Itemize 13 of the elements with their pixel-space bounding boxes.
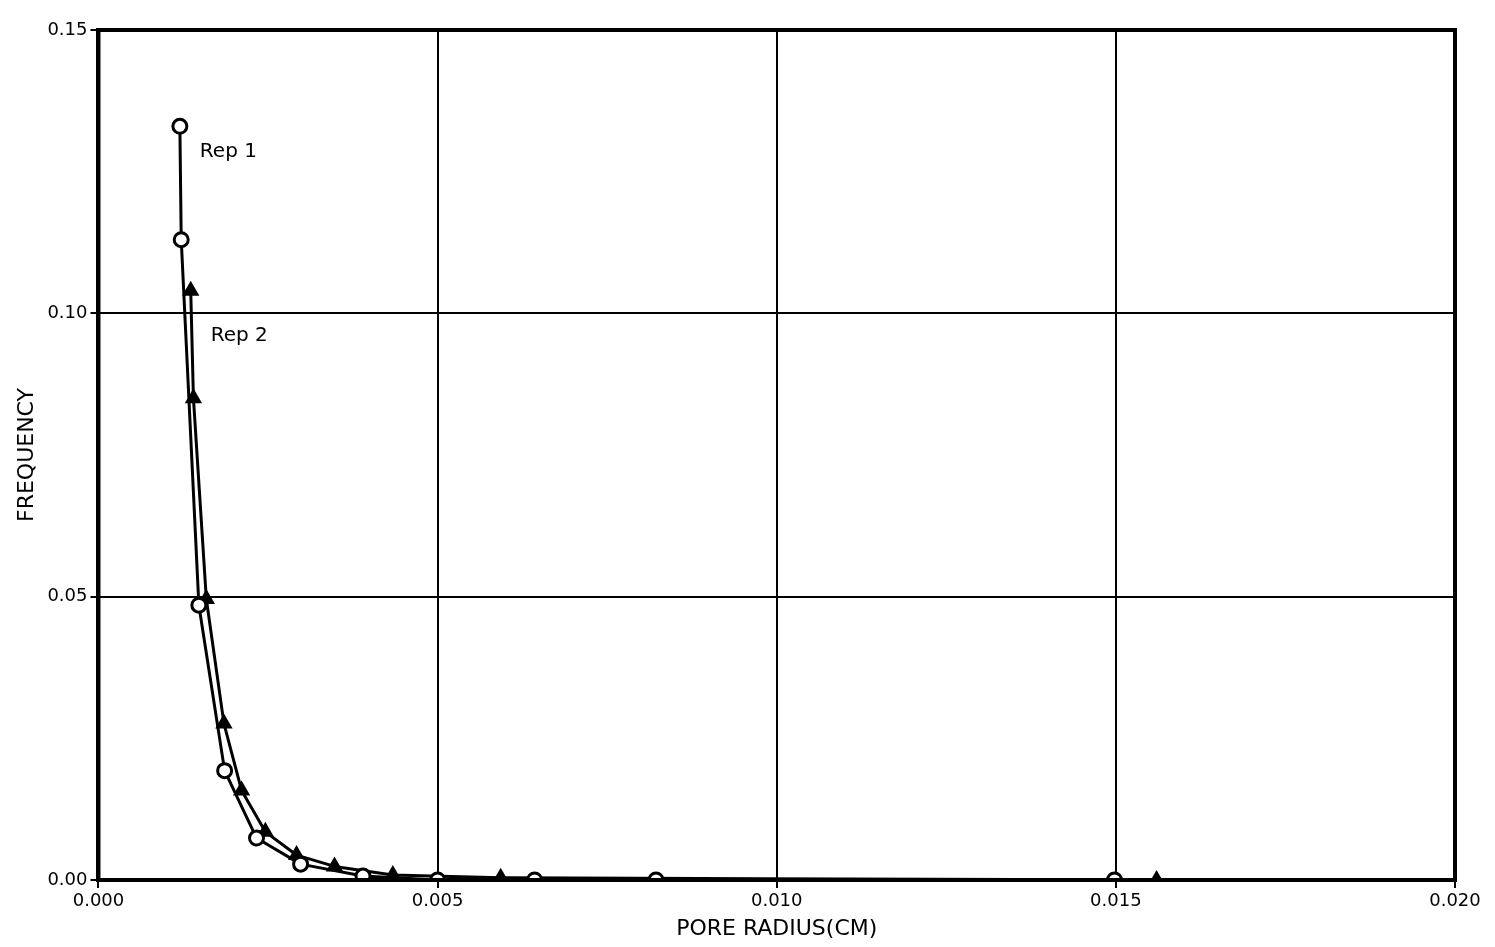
y-tick-label: 0.10 (47, 301, 88, 323)
x-tick-label: 0.015 (1090, 889, 1142, 911)
y-tick-label: 0.15 (47, 17, 88, 39)
series-label: Rep 2 (210, 321, 268, 346)
y-tick-label: 0.00 (47, 867, 88, 889)
series-label: Rep 1 (199, 137, 257, 162)
x-tick-label: 0.000 (72, 889, 125, 911)
x-axis-title: PORE RADIUS(CM) (676, 914, 878, 940)
x-tick-label: 0.005 (411, 889, 464, 911)
x-tick-label: 0.020 (1429, 889, 1481, 911)
x-tick-label: 0.010 (750, 889, 803, 911)
y-axis-title: FREQUENCY (12, 387, 38, 523)
y-tick-label: 0.05 (47, 584, 88, 606)
